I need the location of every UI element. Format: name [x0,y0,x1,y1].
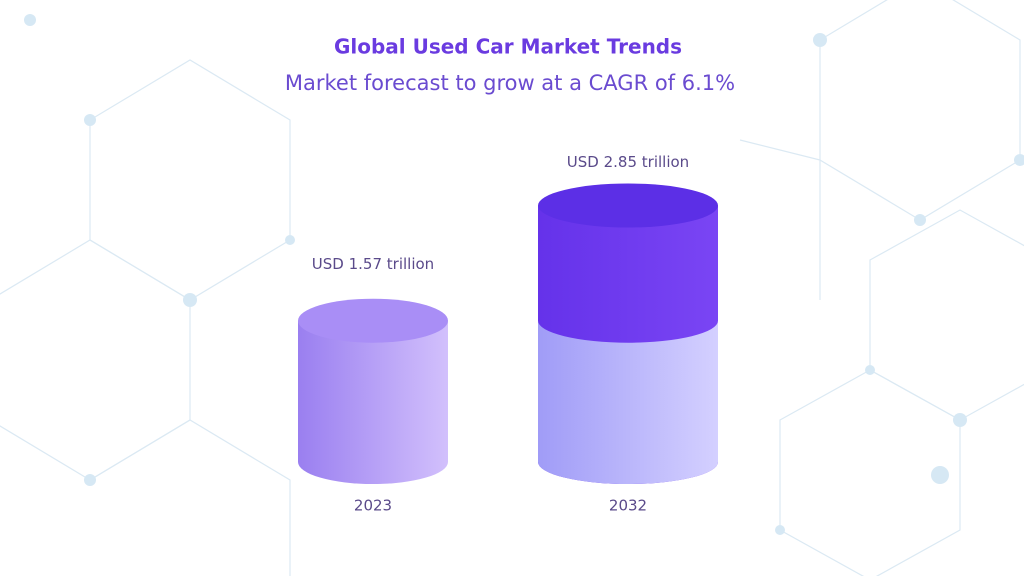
cylinder-body [298,320,448,484]
value-label: USD 2.85 trillion [567,153,689,171]
cylinder [298,298,448,484]
x-tick-label: 2032 [609,497,647,515]
x-tick-label: 2023 [354,497,392,515]
chart-subtitle: Market forecast to grow at a CAGR of 6.1… [285,71,735,95]
value-label: USD 1.57 trillion [312,255,434,273]
chart-title: Global Used Car Market Trends [334,35,682,59]
cylinder-top [538,183,718,228]
cylinder-top [298,298,448,343]
cylinder-lower-segment [538,320,718,484]
